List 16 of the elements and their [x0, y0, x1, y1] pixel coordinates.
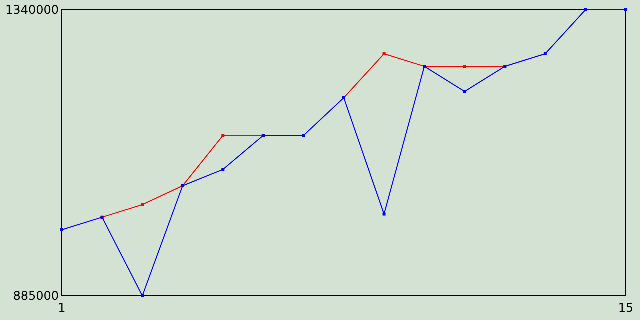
- point: [463, 65, 466, 68]
- point: [382, 212, 386, 216]
- point: [463, 90, 466, 94]
- x-tick-label: 15: [618, 301, 634, 315]
- y-tick-label: 1340000: [6, 3, 59, 18]
- point: [584, 8, 588, 12]
- point: [141, 203, 144, 206]
- point: [222, 134, 225, 138]
- x-tick-label: 1: [58, 301, 66, 315]
- point: [382, 52, 386, 56]
- point: [302, 134, 306, 138]
- point: [544, 52, 547, 56]
- y-tick-label: 885000: [13, 289, 59, 304]
- line-series: [60, 8, 628, 298]
- point: [141, 294, 144, 298]
- point: [222, 168, 225, 172]
